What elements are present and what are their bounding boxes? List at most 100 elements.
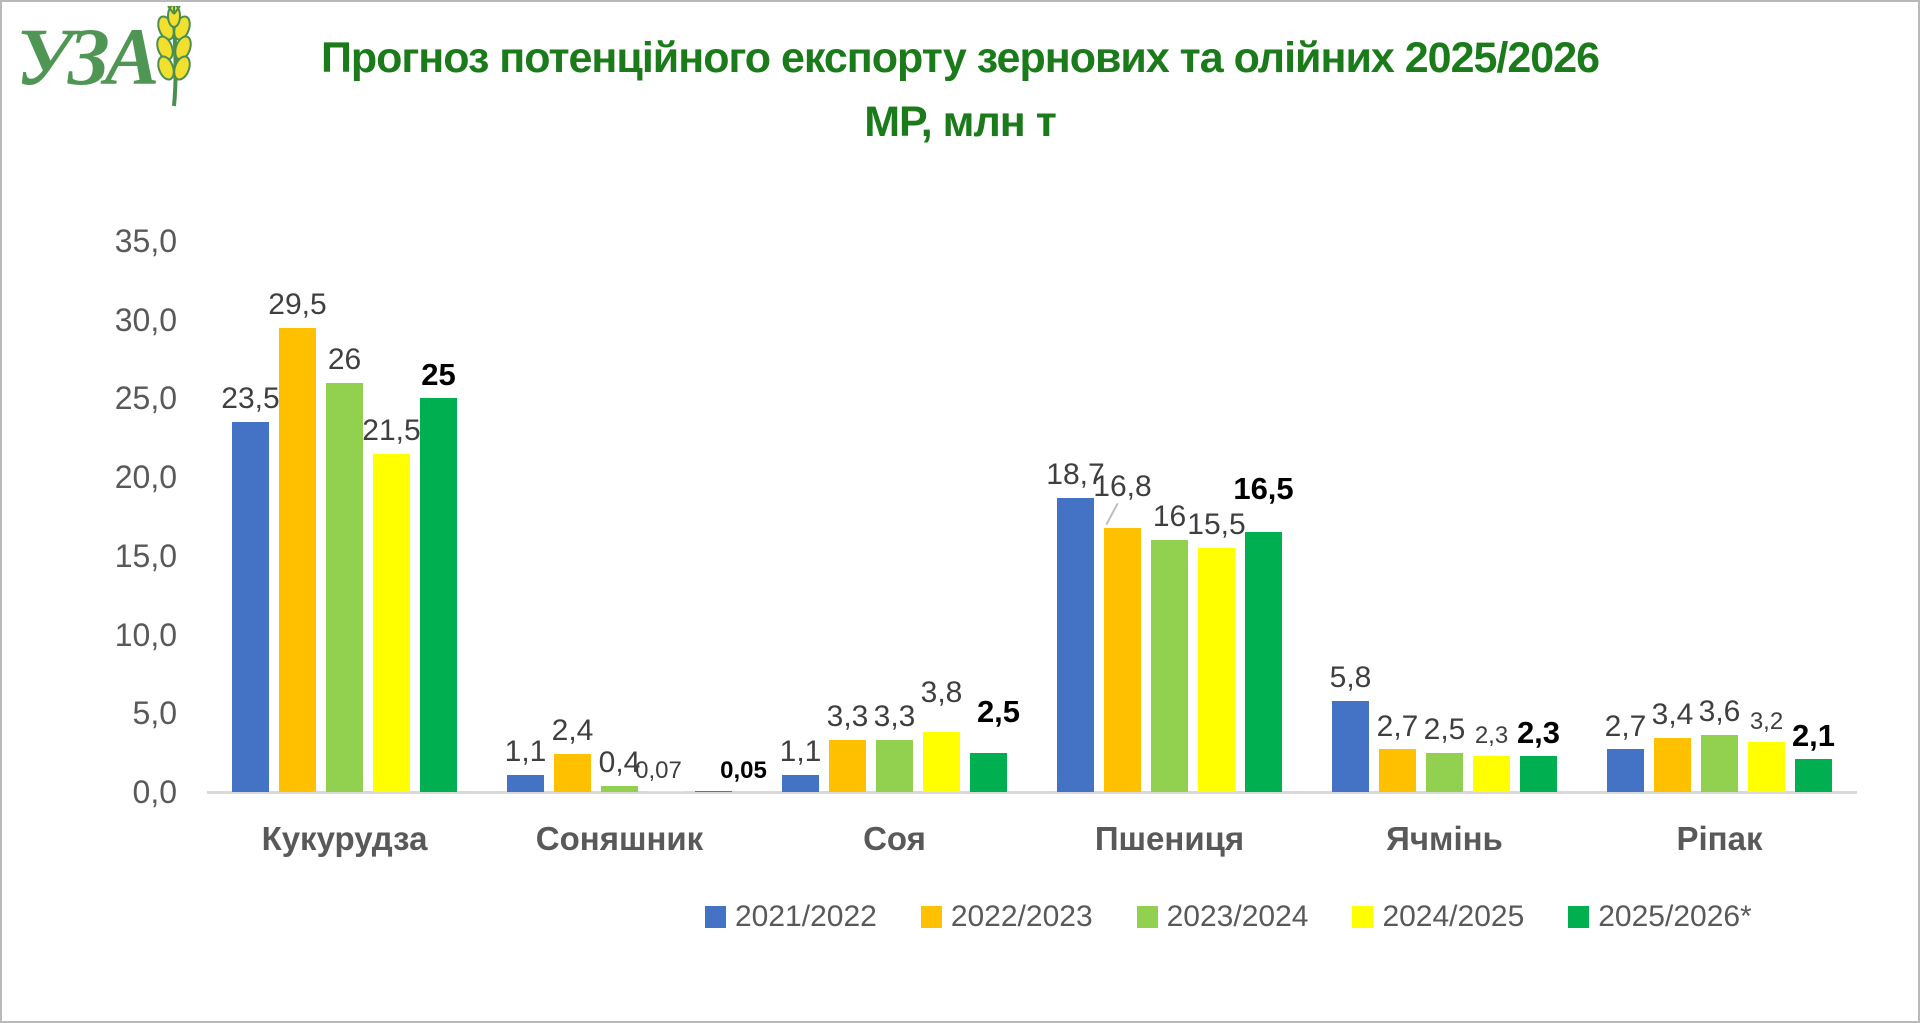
bar-value-label: 3,8 [920, 676, 963, 710]
bar-2021/2022-Соняшник [507, 774, 544, 792]
bar-2023/2024-Ячмінь [1426, 752, 1463, 792]
bar-value-label: 16,5 [1233, 471, 1294, 507]
bar-value-label: 26 [327, 342, 362, 376]
bar-value-label: 0,4 [598, 745, 641, 779]
chart-title: Прогноз потенційного експорту зернових т… [2, 26, 1918, 154]
bar-value-label: 2,4 [551, 714, 594, 748]
y-axis-tick-label: 35,0 [114, 223, 177, 259]
bar-value-label: 16 [1152, 500, 1187, 534]
legend-label: 2024/2025 [1382, 900, 1525, 933]
bar-2023/2024-Соя [876, 740, 913, 792]
bar-value-label: 3,4 [1651, 698, 1694, 732]
chart-title-line1: Прогноз потенційного експорту зернових т… [320, 34, 1600, 82]
bar-value-label: 2,7 [1604, 709, 1647, 743]
legend-item-2023/2024: 2023/2024 [1136, 900, 1309, 934]
legend-swatch-icon [1352, 906, 1374, 928]
legend-item-2022/2023: 2022/2023 [920, 900, 1093, 934]
bar-2022/2023-Пшениця [1104, 527, 1141, 792]
bar-2023/2024-Кукурудза [326, 382, 363, 792]
bar-2024/2025-Пшениця [1198, 547, 1235, 792]
bar-value-label: 23,5 [221, 382, 280, 416]
bar-value-label: 2,7 [1376, 709, 1419, 743]
bar-2023/2024-Соняшник [601, 785, 638, 792]
x-axis-baseline [207, 791, 1857, 794]
y-axis-tick-label: 10,0 [114, 616, 177, 653]
bar-value-label: 16,8 [1093, 469, 1152, 503]
chart-legend: 2021/2022 2022/2023 2023/2024 2024/2025 2025… [705, 900, 1752, 934]
legend-item-2024/2025: 2024/2025 [1352, 900, 1524, 934]
bar-2021/2022-Пшениця [1057, 497, 1094, 792]
uza-logo-text: УЗА [16, 11, 160, 102]
y-axis-tick-label: 30,0 [114, 301, 177, 338]
bar-value-label: 25 [421, 357, 456, 393]
y-axis-tick-label: 0,0 [132, 774, 177, 810]
category-label-Соя: Соя [863, 820, 926, 857]
bar-2021/2022-Ячмінь [1332, 700, 1369, 792]
bar-value-label: 3,3 [873, 700, 916, 734]
bar-value-label: 2,5 [1423, 712, 1466, 746]
bar-2022/2023-Ріпак [1654, 738, 1691, 792]
bar-2022/2023-Соя [829, 740, 866, 792]
bar-2023/2024-Пшениця [1151, 540, 1188, 792]
bar-2024/2025-Кукурудза [373, 453, 410, 792]
category-label-Соняшник: Соняшник [535, 820, 704, 857]
bar-2021/2022-Кукурудза [232, 422, 269, 792]
uza-logo: УЗА [16, 2, 206, 117]
bar-2021/2022-Ріпак [1607, 749, 1644, 792]
label-leader-line [1104, 502, 1119, 525]
bar-value-label: 3,2 [1749, 707, 1784, 735]
bar-2024/2025-Ріпак [1748, 741, 1785, 792]
y-axis-tick-label: 15,0 [114, 537, 177, 574]
legend-label: 2023/2024 [1166, 900, 1309, 933]
bar-value-label: 5,8 [1329, 660, 1372, 694]
bar-2025/2026*-Ріпак [1795, 758, 1832, 792]
legend-item-2021/2022: 2021/2022 [705, 900, 877, 934]
bar-2025/2026*-Кукурудза [420, 398, 457, 792]
bar-2024/2025-Ячмінь [1473, 755, 1510, 792]
legend-swatch-icon [1136, 906, 1158, 928]
bar-2021/2022-Соя [782, 774, 819, 792]
y-axis-tick-label: 20,0 [114, 459, 177, 496]
bar-2025/2026*-Ячмінь [1520, 755, 1557, 792]
y-axis-tick-label: 25,0 [114, 380, 177, 417]
bar-2025/2026*-Пшениця [1245, 532, 1282, 792]
bar-value-label: 1,1 [779, 734, 822, 768]
y-axis-tick-label: 5,0 [132, 695, 177, 732]
bar-2025/2026*-Соя [970, 752, 1007, 792]
bar-value-label: 29,5 [268, 287, 327, 321]
category-label-Ячмінь: Ячмінь [1386, 820, 1503, 857]
bar-value-label: 2,1 [1791, 717, 1836, 753]
bar-value-label: 2,3 [1516, 714, 1561, 750]
category-label-Кукурудза: Кукурудза [261, 820, 428, 857]
legend-label: 2025/2026* [1598, 900, 1752, 933]
chart-title-line2: МР, млн т [864, 98, 1057, 146]
category-label-Пшениця: Пшениця [1094, 820, 1245, 857]
bar-value-label: 1,1 [504, 734, 547, 768]
bar-value-label: 0,05 [720, 757, 767, 785]
bar-value-label: 2,5 [976, 693, 1021, 729]
legend-label: 2021/2022 [735, 900, 877, 933]
bar-2025/2026*-Соняшник [695, 791, 732, 792]
legend-swatch-icon [1568, 906, 1590, 928]
bar-value-label: 0,07 [635, 756, 682, 784]
bar-value-label: 3,3 [826, 700, 869, 734]
bar-value-label: 3,6 [1698, 695, 1741, 729]
bar-2024/2025-Соя [923, 732, 960, 792]
category-label-Ріпак: Ріпак [1676, 820, 1763, 857]
bar-2022/2023-Ячмінь [1379, 749, 1416, 792]
bar-2022/2023-Кукурудза [279, 327, 316, 792]
bar-value-label: 15,5 [1187, 508, 1246, 541]
wheat-ear-icon [156, 6, 192, 107]
bar-value-label: 2,3 [1474, 721, 1509, 749]
bar-value-label: 18,7 [1046, 457, 1105, 491]
bar-2023/2024-Ріпак [1701, 735, 1738, 792]
legend-item-2025/2026*: 2025/2026* [1568, 900, 1752, 934]
bar-2022/2023-Соняшник [554, 754, 591, 792]
legend-swatch-icon [920, 906, 942, 928]
legend-swatch-icon [705, 906, 726, 928]
bar-value-label: 21,5 [362, 413, 421, 447]
legend-label: 2022/2023 [950, 900, 1093, 933]
bar-2024/2025-Соняшник [648, 790, 685, 792]
